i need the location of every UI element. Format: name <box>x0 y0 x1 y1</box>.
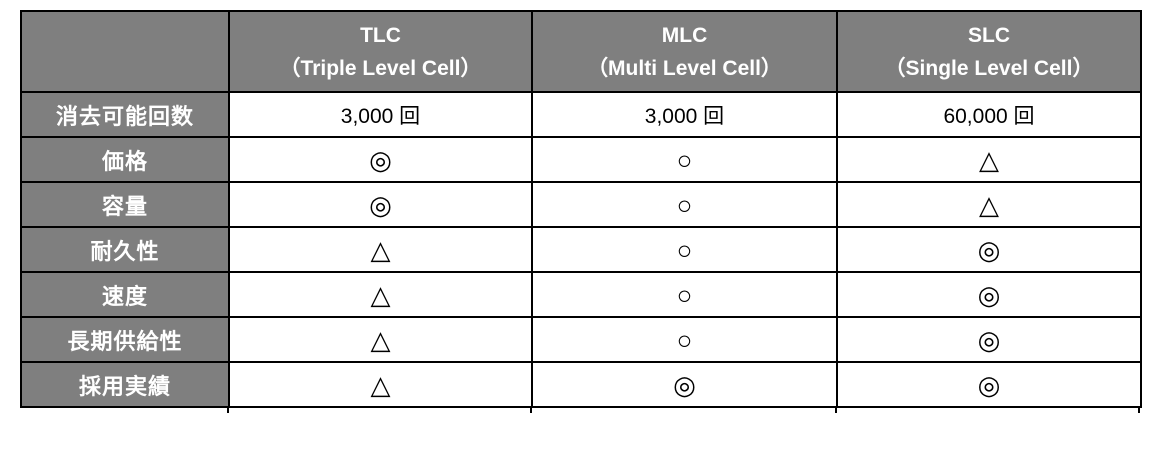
cell-adoption-mlc: ◎ <box>531 361 838 408</box>
cell-speed-tlc: △ <box>228 271 533 318</box>
cell-durability-mlc: ○ <box>531 226 838 273</box>
cell-speed-slc: ◎ <box>836 271 1142 318</box>
table-row-durability: 耐久性 △ ○ ◎ <box>20 226 1142 273</box>
cell-price-mlc: ○ <box>531 136 838 183</box>
row-label-durability: 耐久性 <box>20 226 230 273</box>
column-name-tlc: TLC <box>360 23 401 47</box>
grid-line-stub <box>227 408 229 413</box>
table-row-long-term-supply: 長期供給性 △ ○ ◎ <box>20 316 1142 363</box>
cell-long-term-supply-tlc: △ <box>228 316 533 363</box>
cell-adoption-slc: ◎ <box>836 361 1142 408</box>
cell-erase-cycles-slc: 60,000 回 <box>836 91 1142 138</box>
cell-speed-mlc: ○ <box>531 271 838 318</box>
row-label-price: 価格 <box>20 136 230 183</box>
nand-cell-type-table: TLC （Triple Level Cell） MLC （Multi Level… <box>20 10 1142 408</box>
column-header-slc: SLC （Single Level Cell） <box>836 10 1142 93</box>
column-header-mlc: MLC （Multi Level Cell） <box>531 10 838 93</box>
cell-capacity-slc: △ <box>836 181 1142 228</box>
column-subtitle-tlc: （Triple Level Cell） <box>279 56 482 80</box>
cell-capacity-tlc: ◎ <box>228 181 533 228</box>
cell-durability-tlc: △ <box>228 226 533 273</box>
cell-capacity-mlc: ○ <box>531 181 838 228</box>
table-row-adoption: 採用実績 △ ◎ ◎ <box>20 361 1142 408</box>
column-subtitle-mlc: （Multi Level Cell） <box>587 56 782 80</box>
table-row-price: 価格 ◎ ○ △ <box>20 136 1142 183</box>
cell-erase-cycles-mlc: 3,000 回 <box>531 91 838 138</box>
cell-long-term-supply-slc: ◎ <box>836 316 1142 363</box>
cell-price-slc: △ <box>836 136 1142 183</box>
row-label-adoption: 採用実績 <box>20 361 230 408</box>
row-label-erase-cycles: 消去可能回数 <box>20 91 230 138</box>
cell-durability-slc: ◎ <box>836 226 1142 273</box>
cell-erase-cycles-tlc: 3,000 回 <box>228 91 533 138</box>
column-name-slc: SLC <box>968 23 1010 47</box>
table-row-erase-cycles: 消去可能回数 3,000 回 3,000 回 60,000 回 <box>20 91 1142 138</box>
grid-line-stub <box>835 408 837 413</box>
row-label-speed: 速度 <box>20 271 230 318</box>
column-subtitle-slc: （Single Level Cell） <box>884 56 1094 80</box>
column-name-mlc: MLC <box>661 23 708 47</box>
grid-line-stub <box>530 408 532 413</box>
header-row: TLC （Triple Level Cell） MLC （Multi Level… <box>20 10 1142 93</box>
corner-cell <box>20 10 230 93</box>
cell-price-tlc: ◎ <box>228 136 533 183</box>
table-row-capacity: 容量 ◎ ○ △ <box>20 181 1142 228</box>
column-header-tlc: TLC （Triple Level Cell） <box>228 10 533 93</box>
grid-line-stub <box>1138 408 1140 413</box>
cell-adoption-tlc: △ <box>228 361 533 408</box>
comparison-table: TLC （Triple Level Cell） MLC （Multi Level… <box>20 10 1142 413</box>
table-row-speed: 速度 △ ○ ◎ <box>20 271 1142 318</box>
cell-long-term-supply-mlc: ○ <box>531 316 838 363</box>
row-label-long-term-supply: 長期供給性 <box>20 316 230 363</box>
row-label-capacity: 容量 <box>20 181 230 228</box>
